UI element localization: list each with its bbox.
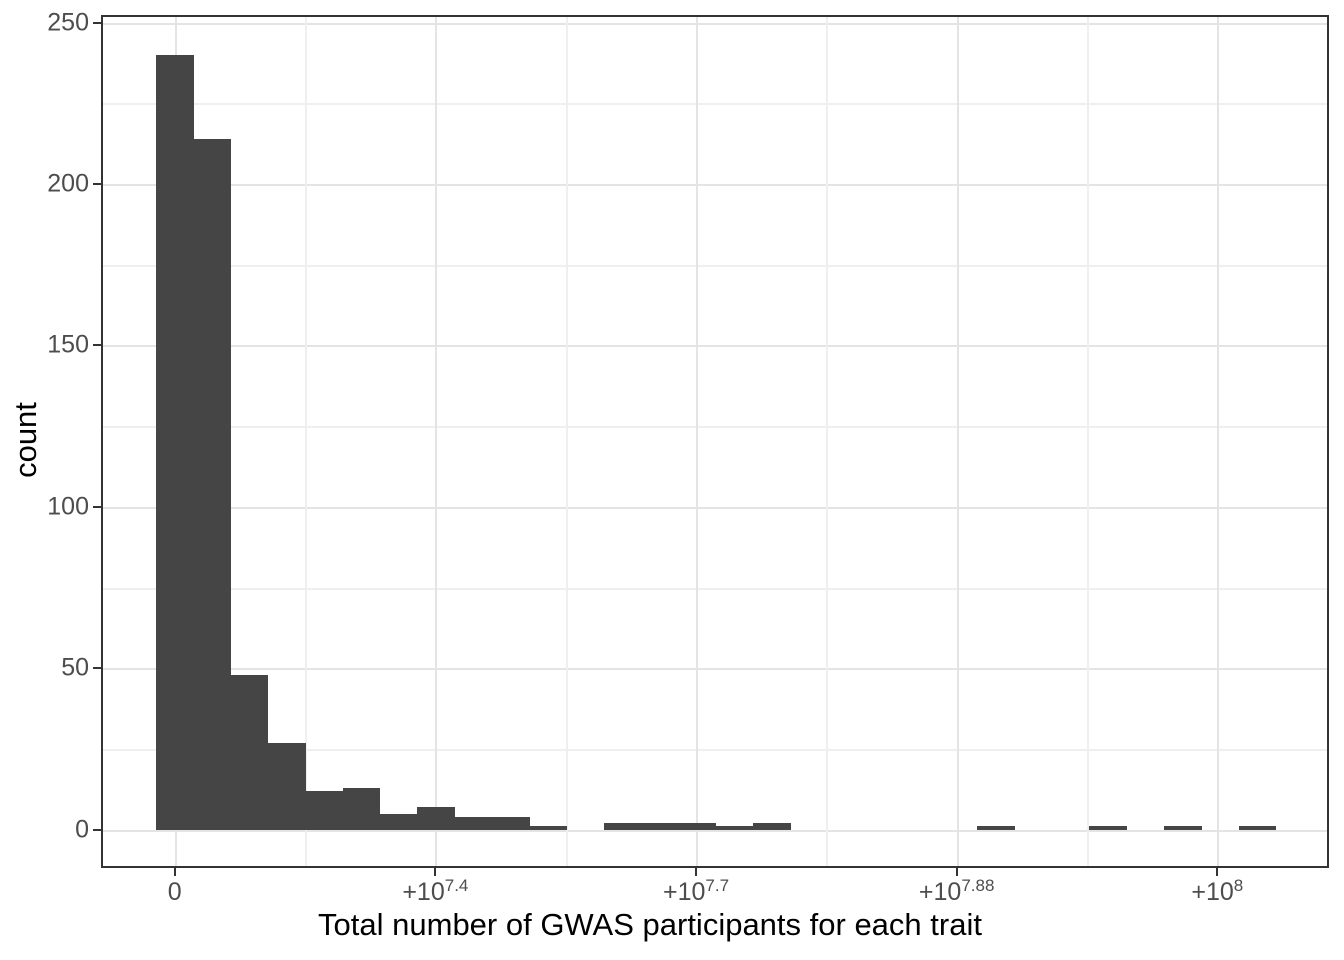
gridline-major-y (103, 829, 1327, 832)
y-tick-mark (93, 505, 101, 508)
gridline-minor-y (103, 426, 1327, 429)
gridline-minor-x (565, 17, 568, 866)
histogram-bar (1089, 826, 1127, 830)
histogram-bar (379, 813, 418, 830)
x-tick-label-exponent: 8 (1233, 876, 1244, 895)
x-axis-title: Total number of GWAS participants for ea… (318, 907, 982, 942)
histogram-bar (193, 138, 232, 830)
histogram-bar (641, 823, 679, 830)
histogram-bar (678, 823, 717, 830)
y-tick-mark (93, 667, 101, 670)
gridline-major-y (103, 183, 1327, 186)
gridline-minor-x (826, 17, 829, 866)
histogram-bar (977, 826, 1015, 830)
histogram-bar (267, 742, 306, 830)
histogram-bar (417, 807, 456, 830)
y-tick-label: 250 (47, 8, 89, 37)
gridline-major-x (696, 17, 699, 866)
x-tick-label-base: +10 (1191, 878, 1234, 906)
gridline-minor-y (103, 748, 1327, 751)
y-tick-label: 100 (47, 492, 89, 521)
gridline-minor-x (1087, 17, 1089, 866)
gridline-minor-y (103, 587, 1327, 590)
histogram-bar (603, 823, 642, 830)
y-tick-mark (93, 344, 101, 347)
histogram-bar (753, 823, 791, 830)
y-tick-mark (93, 182, 101, 185)
y-tick-label: 150 (47, 330, 89, 359)
histogram-bar (491, 816, 530, 830)
x-tick-label: +108 (1191, 876, 1244, 907)
x-tick-label-base: +10 (918, 878, 962, 906)
y-tick-mark (93, 828, 101, 831)
x-tick-label: +107.4 (402, 876, 469, 907)
histogram-bar (230, 674, 269, 830)
gridline-major-y (103, 22, 1327, 25)
gridline-major-y (103, 506, 1327, 509)
x-tick-label-exponent: 7.4 (444, 876, 469, 895)
histogram-bar (1163, 826, 1202, 830)
x-tick-label-base: +10 (402, 878, 445, 906)
gridline-major-x (1217, 17, 1220, 866)
gridline-major-x (956, 17, 959, 866)
y-tick-label: 200 (47, 169, 89, 198)
histogram-bar (342, 787, 381, 830)
x-tick-label-exponent: 7.7 (705, 876, 730, 895)
y-tick-label: 0 (75, 815, 89, 844)
x-tick-label: 0 (167, 878, 182, 907)
x-tick-label-exponent: 7.88 (961, 876, 995, 895)
histogram-bar (454, 816, 493, 830)
x-tick-mark (955, 868, 958, 876)
x-tick-mark (1216, 868, 1219, 876)
gridline-minor-x (305, 17, 308, 866)
y-tick-label: 50 (61, 653, 89, 682)
y-tick-mark (93, 21, 101, 24)
y-axis-title: count (8, 402, 43, 478)
histogram-bar (529, 826, 568, 830)
plot-panel (101, 15, 1329, 868)
histogram-bar (1238, 826, 1277, 830)
x-tick-label: +107.7 (662, 876, 730, 907)
histogram-bar (305, 790, 344, 830)
x-tick-mark (695, 868, 698, 876)
x-tick-mark (173, 868, 176, 876)
histogram-bar (715, 826, 754, 830)
x-tick-label-base: +10 (662, 878, 706, 906)
x-tick-mark (434, 868, 437, 876)
histogram-bar (156, 54, 194, 830)
gridline-major-x (435, 17, 438, 866)
gridline-major-y (103, 668, 1327, 671)
x-tick-label-base: 0 (167, 878, 182, 906)
x-tick-label: +107.88 (918, 876, 995, 907)
gridline-major-y (103, 345, 1327, 348)
gridline-minor-y (103, 264, 1327, 267)
gridline-minor-y (103, 103, 1327, 106)
